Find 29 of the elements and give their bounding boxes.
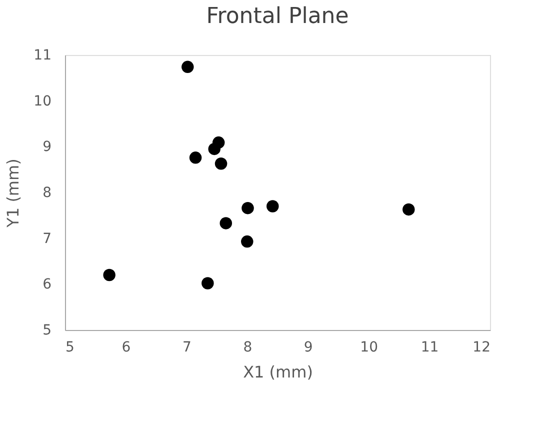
x-tick-label: 7 [182, 340, 192, 356]
chart-title: Frontal Plane [206, 4, 349, 29]
x-tick-label: 8 [243, 340, 252, 356]
x-tick-label: 11 [420, 340, 439, 356]
point [266, 200, 279, 212]
x-tick-label: 9 [304, 340, 313, 356]
point [241, 235, 254, 248]
x-tick-label: 10 [360, 340, 378, 356]
point [189, 152, 202, 164]
x-tick-label: 12 [472, 340, 490, 356]
x-axis-title: X1 (mm) [243, 362, 313, 382]
point [103, 268, 116, 282]
y-tick-label: 8 [42, 185, 52, 201]
point [402, 203, 415, 216]
point [202, 277, 214, 290]
x-tick-label: 6 [122, 340, 131, 356]
y-tick-label: 6 [42, 276, 52, 293]
y-tick-label: 10 [34, 93, 52, 110]
y-tick-label: 9 [42, 139, 52, 156]
point [242, 202, 254, 214]
y-axis-title: Y1 (mm) [4, 158, 23, 228]
y-tick-label: 11 [34, 48, 52, 64]
y-tick-label: 7 [42, 230, 52, 247]
point [182, 60, 194, 74]
y-tick-label: 5 [42, 322, 52, 338]
point [214, 158, 228, 170]
point [220, 217, 232, 230]
point [208, 142, 220, 156]
x-tick-label: 5 [66, 340, 74, 356]
